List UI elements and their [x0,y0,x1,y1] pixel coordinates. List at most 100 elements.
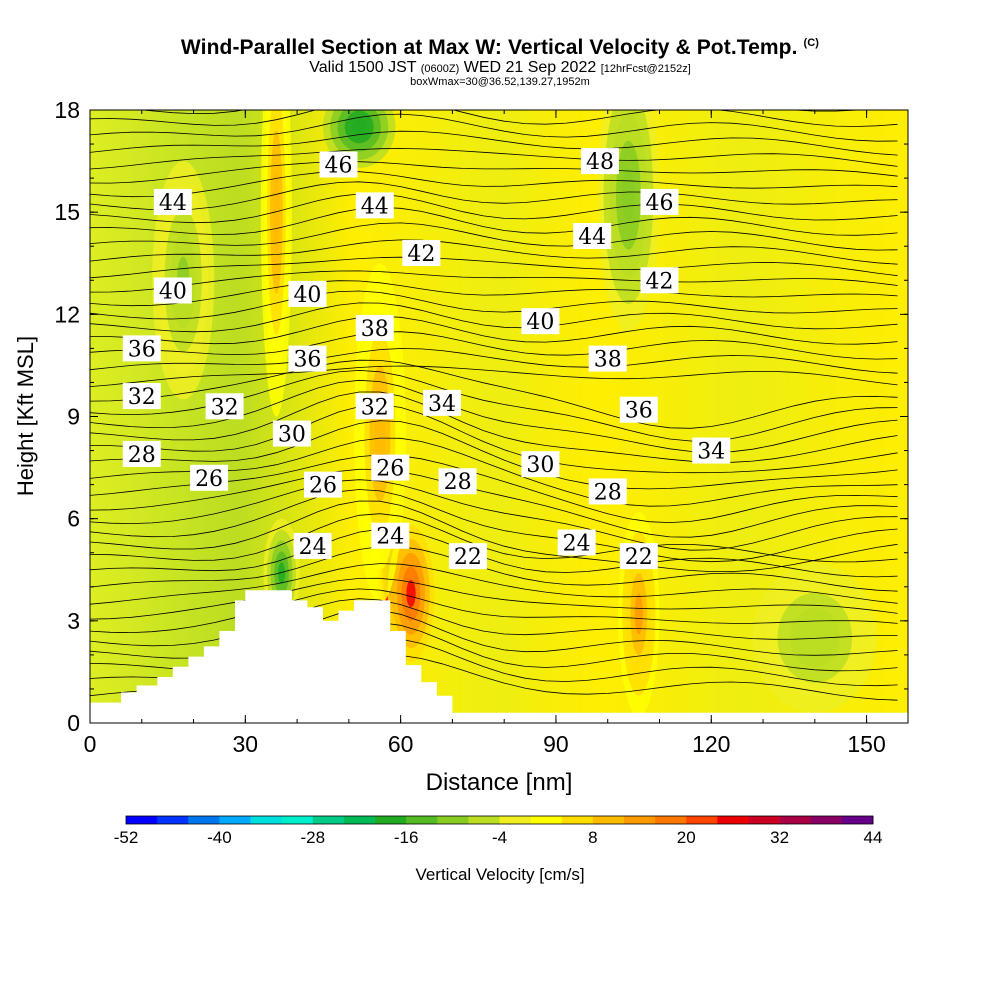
theta-label: 44 [159,191,187,216]
theta-contour-line [90,359,898,429]
colorbar-swatch [437,816,469,824]
theta-label-bg [122,335,161,362]
colorbar-swatch [655,816,687,824]
theta-label: 38 [361,317,389,342]
theta-label: 36 [293,348,321,373]
theta-label-bg [288,280,327,307]
colorbar-label: Vertical Velocity [cm/s] [415,865,584,884]
chart-subtitle-box: boxWmax=30@36.52,139.27,1952m [410,76,590,88]
theta-label: 30 [278,423,306,448]
x-tick-label: 30 [233,731,259,757]
y-tick-label: 6 [67,506,80,532]
colorbar-tick-label: -28 [300,828,325,847]
colorbar-swatch [810,816,843,824]
theta-contour-labels: 46 48 44 44 46 42 44 40 40 42 38 40 36 36 38 32 32 32 34 36… [122,148,731,570]
colorbar-swatch [530,816,563,824]
theta-label-bg [640,188,679,215]
theta-label-bg [438,468,477,495]
theta-contour-line [90,331,898,360]
theta-contour-line [90,148,898,170]
theta-label-bg [153,277,192,304]
colorbar-tick-label: -40 [207,828,232,847]
theta-label: 22 [625,545,653,570]
theta-label: 40 [526,310,554,335]
y-tick-label: 18 [54,97,80,123]
subtitle-valid: Valid 1500 JST [309,59,417,76]
x-axis: 0 30 60 90 120 150 [84,110,886,757]
theta-label: 40 [293,283,321,308]
theta-label: 26 [376,457,404,482]
y-tick-label: 9 [67,404,80,430]
colorbar-tick-label: -52 [114,828,139,847]
colorbar-tick-label: -4 [492,828,507,847]
theta-label-bg [402,240,441,267]
theta-contour-line [90,256,898,279]
theta-contour-line [90,546,898,592]
colorbar-swatch [219,816,251,824]
theta-label-bg [371,522,410,549]
theta-label-bg [521,308,560,335]
chart-title-text: Wind-Parallel Section at Max W: Vertical… [180,36,798,59]
theta-label: 24 [563,532,591,557]
theta-label: 26 [309,474,337,499]
colorbar-swatch [624,816,656,824]
theta-contour-line [90,170,898,198]
colorbar-swatch [686,816,718,824]
theta-contour-line [90,479,898,551]
terrain [90,590,908,723]
theta-label: 42 [407,242,435,267]
theta-label-bg [619,543,658,570]
theta-contour-line [90,404,898,474]
theta-label-bg [355,314,394,341]
y-tick-label: 0 [67,710,80,736]
theta-contour-line [90,193,898,224]
y-axis-label: Height [Kft MSL] [13,336,38,496]
theta-label: 48 [586,150,614,175]
chart-subtitle: Valid 1500 JST (0600Z) WED 21 Sep 2022 [… [0,60,1000,77]
colorbar-swatch [592,816,625,824]
colorbar-swatch [561,816,594,824]
theta-contour-line [90,280,898,307]
colorbar-tick-label: 44 [864,828,883,847]
theta-contour-line [90,348,898,374]
y-tick-label: 3 [67,608,80,634]
colorbar-swatch [468,816,500,824]
theta-contour-line [90,500,898,572]
colorbar-tick-label: 8 [588,828,597,847]
y-tick-label: 15 [54,199,80,225]
plot-area: 46 48 44 44 46 42 44 40 40 42 38 40 36 36 38 32 32 32 34 36… [90,110,908,723]
x-tick-label: 0 [84,731,97,757]
theta-label: 32 [128,385,156,410]
theta-contour-line [90,302,898,333]
theta-label: 30 [526,453,554,478]
theta-label: 32 [361,395,389,420]
copyright-mark: (C) [803,37,820,49]
theta-label-bg [580,148,619,175]
downdraft-region [802,622,828,653]
theta-label-bg [205,393,244,420]
colorbar-tick-label: 20 [677,828,696,847]
colorbar-swatch [748,816,781,824]
theta-label-bg [355,393,394,420]
theta-label: 26 [195,467,223,492]
theta-label: 24 [299,535,327,560]
colorbar-swatch [375,816,407,824]
x-tick-label: 120 [692,731,730,757]
theta-label: 28 [594,480,622,505]
x-axis-label: Distance [nm] [426,769,573,796]
theta-contour-line [90,206,898,236]
colorbar: -52 -40 -28 -16 -4 8 20 32 44 [114,815,883,847]
theta-contour-line [90,563,898,605]
theta-label: 36 [625,399,653,424]
theta-contour-line [90,113,898,142]
subtitle-utc: (0600Z) [420,63,460,75]
theta-contour-line [90,513,898,563]
x-tick-label: 60 [388,731,414,757]
theta-label-bg [319,151,358,178]
theta-label: 28 [128,443,156,468]
theta-label: 24 [376,525,404,550]
x-tick-label: 90 [543,731,569,757]
y-tick-label: 12 [54,301,80,327]
